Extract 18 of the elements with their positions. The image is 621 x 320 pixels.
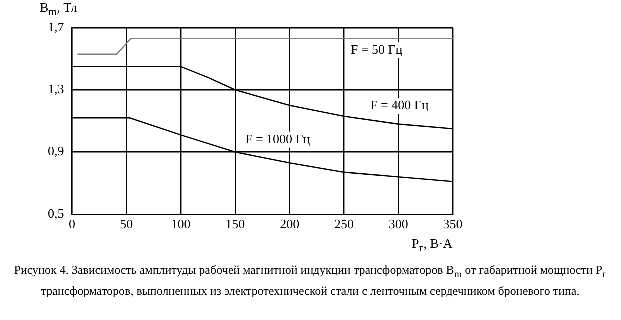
y-tick-label: 1,3 xyxy=(48,82,64,97)
text: Рисунок 4. Зависимость амплитуды рабочей магнитной индукции трансформаторов B$_{m}$ от габаритной мощности P$_{г}$ трансформаторов, выполненных из электротехнической стали с ленточным сердечником броневого типа. xyxy=(14,263,607,298)
annotation: F = 50 Гц xyxy=(350,42,403,57)
x-tick-label: 0 xyxy=(69,216,76,232)
annotation: F = 400 Гц xyxy=(370,98,429,113)
y-axis-title: B$_{m}$, Тл xyxy=(40,0,78,19)
x-tick-label: 100 xyxy=(171,216,191,232)
x-tick-label: 200 xyxy=(280,216,300,232)
annotation: F = 1000 Гц xyxy=(245,131,310,146)
x-tick-label: 50 xyxy=(120,216,134,232)
x-tick-label: 150 xyxy=(226,216,246,232)
y-tick-label: 0,9 xyxy=(48,144,64,159)
x-tick-label: 350 xyxy=(443,216,463,232)
y-tick-label: 0,5 xyxy=(48,206,64,221)
x-tick-label: 250 xyxy=(334,216,354,232)
x-tick-label: 300 xyxy=(388,216,408,232)
x-axis-title: P$_{г}$, В·А xyxy=(412,236,453,255)
y-tick-label: 1,7 xyxy=(48,19,65,34)
